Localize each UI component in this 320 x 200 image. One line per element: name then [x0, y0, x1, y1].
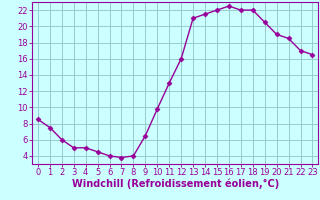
X-axis label: Windchill (Refroidissement éolien,°C): Windchill (Refroidissement éolien,°C) [72, 179, 279, 189]
